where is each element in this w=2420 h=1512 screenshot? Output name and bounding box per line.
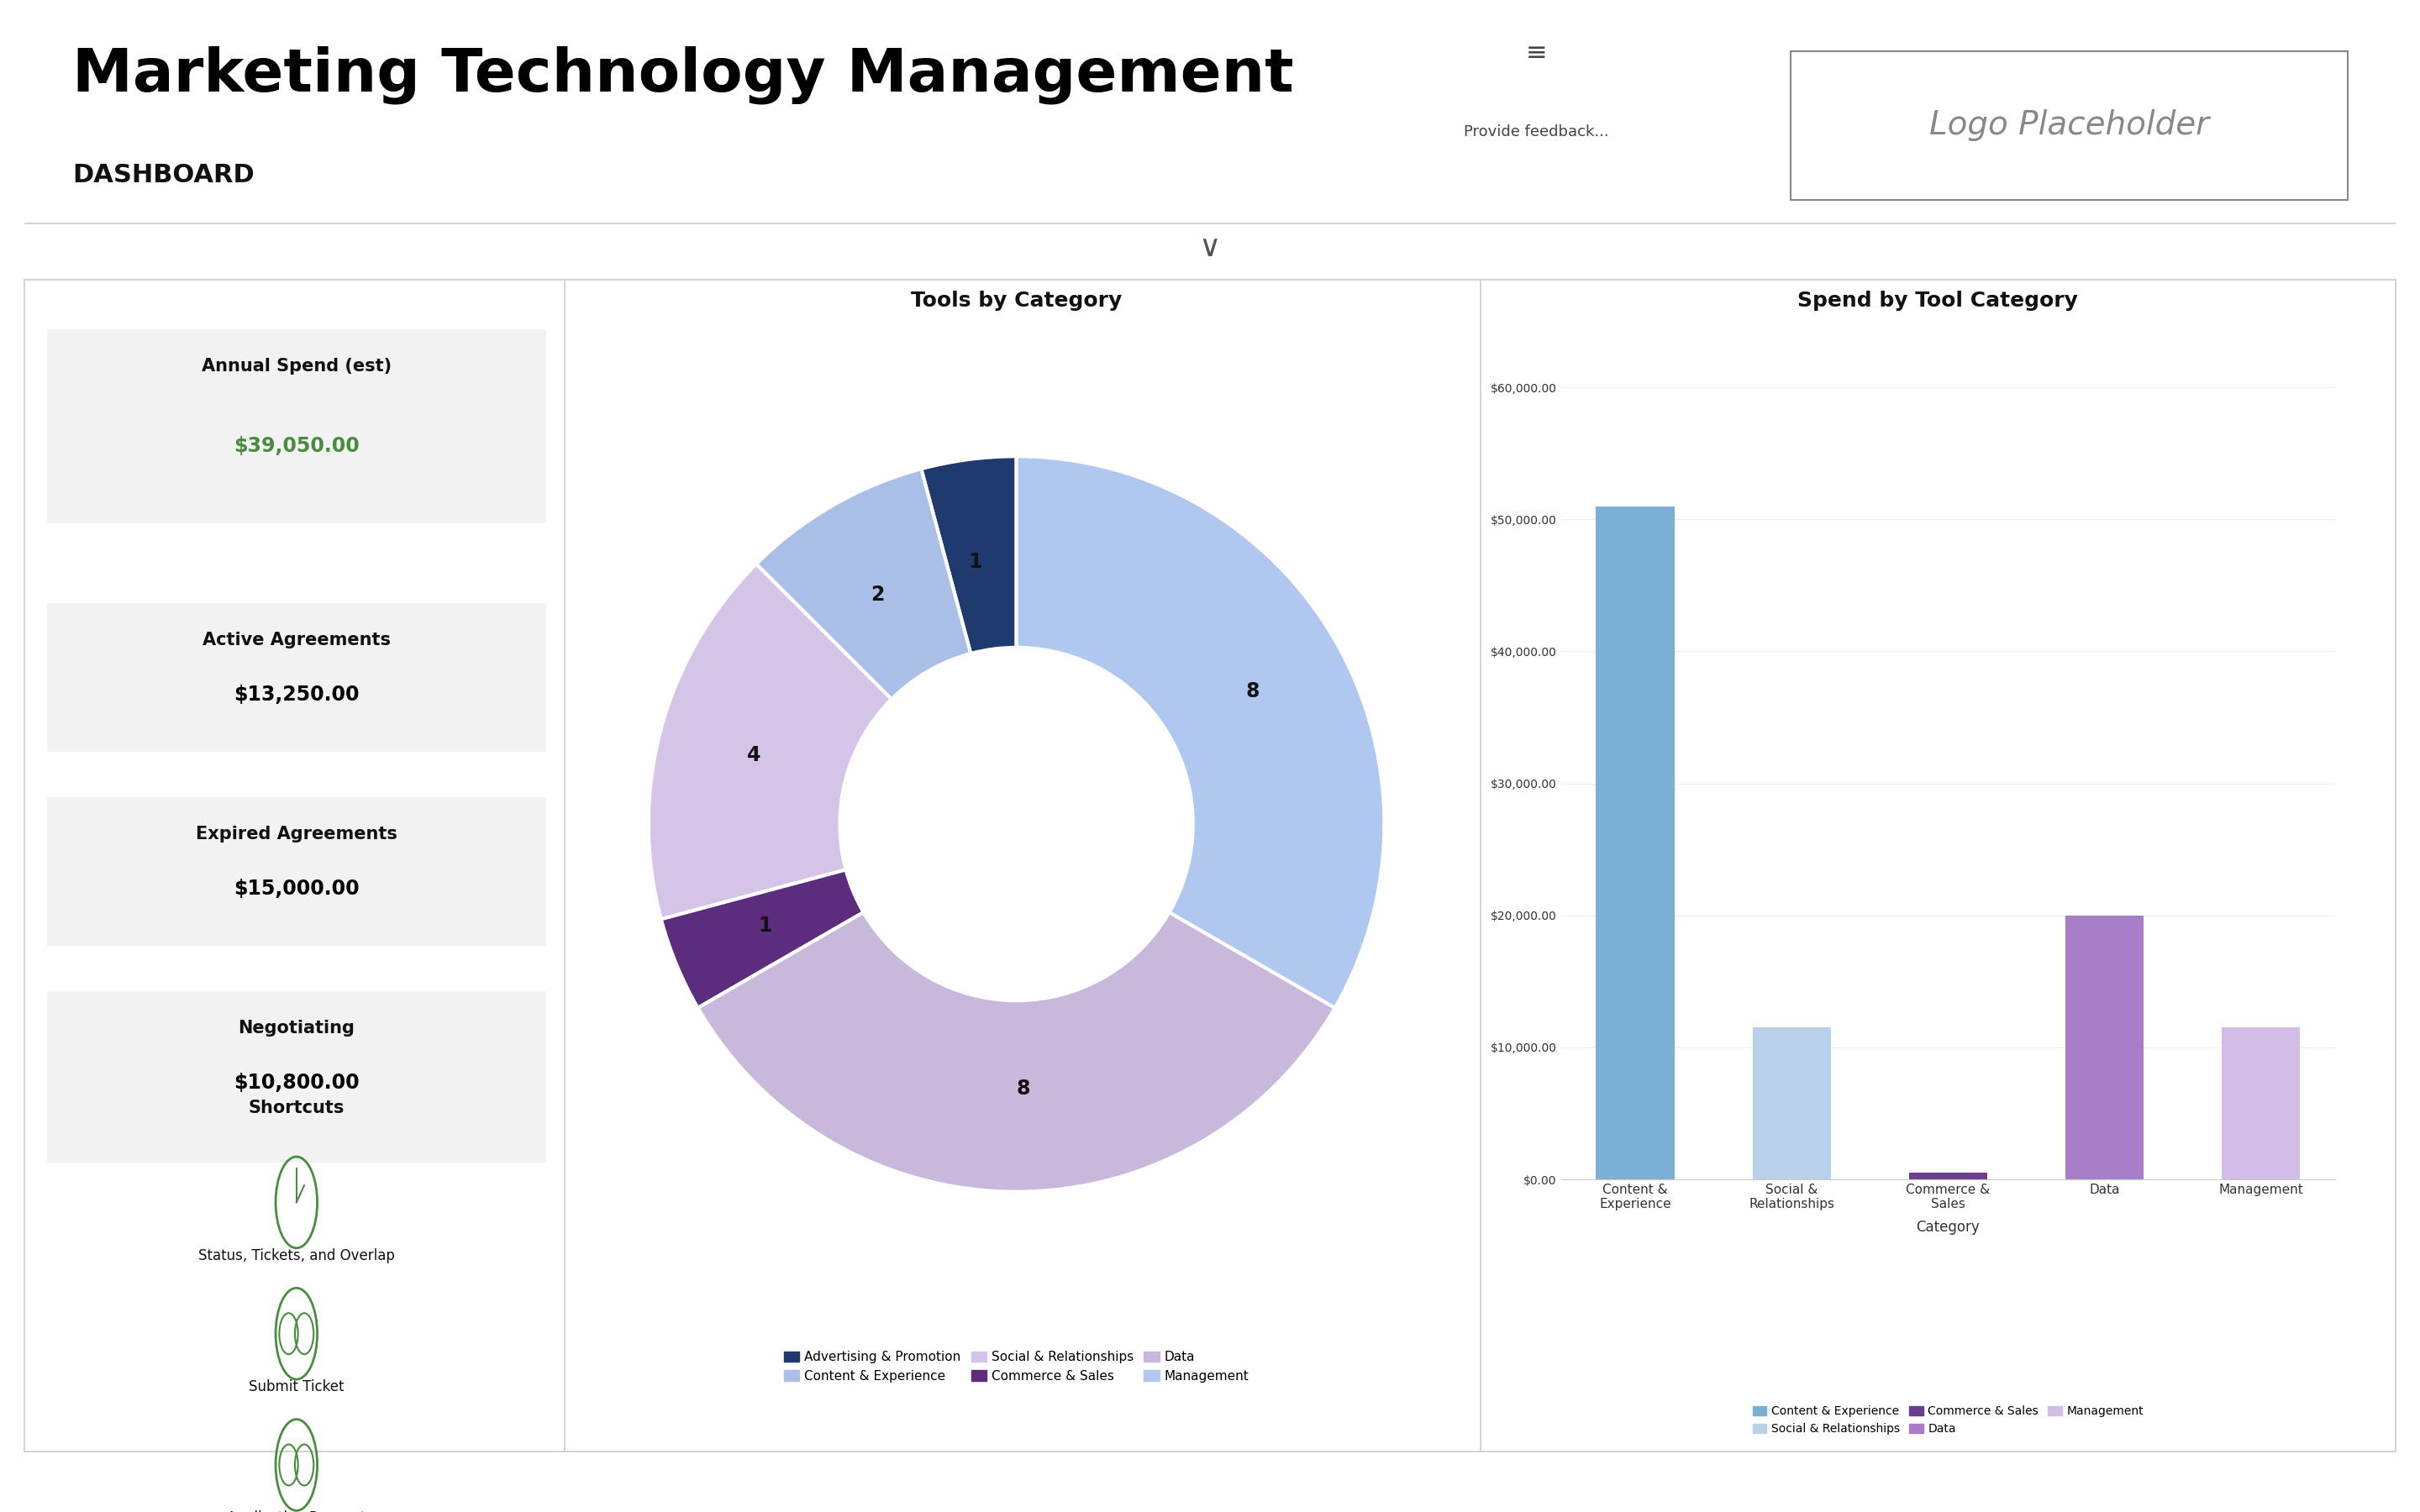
- Legend: Content & Experience, Social & Relationships, Commerce & Sales, Data, Management: Content & Experience, Social & Relations…: [1747, 1402, 2149, 1439]
- Wedge shape: [661, 869, 864, 1009]
- Text: 8: 8: [1016, 1078, 1031, 1099]
- Text: Status, Tickets, and Overlap: Status, Tickets, and Overlap: [198, 1247, 394, 1263]
- FancyBboxPatch shape: [46, 330, 547, 523]
- FancyBboxPatch shape: [46, 797, 547, 945]
- Text: Provide feedback...: Provide feedback...: [1464, 125, 1609, 141]
- Text: $15,000.00: $15,000.00: [235, 878, 358, 900]
- X-axis label: Category: Category: [1917, 1220, 1980, 1235]
- Text: 2: 2: [871, 585, 883, 605]
- Text: $13,250.00: $13,250.00: [235, 685, 358, 705]
- Text: 4: 4: [748, 745, 760, 765]
- Text: Submit Ticket: Submit Ticket: [249, 1379, 344, 1394]
- Text: Annual Spend (est): Annual Spend (est): [201, 358, 392, 375]
- Text: ≡: ≡: [1527, 41, 1546, 65]
- Bar: [1597, 507, 1675, 1179]
- Text: 1: 1: [757, 915, 772, 936]
- Wedge shape: [922, 457, 1016, 653]
- Text: DASHBOARD: DASHBOARD: [73, 163, 254, 187]
- Text: $39,050.00: $39,050.00: [235, 435, 358, 457]
- Text: ∨: ∨: [1198, 234, 1222, 263]
- Bar: [1752, 1028, 1832, 1179]
- Text: 1: 1: [968, 552, 983, 572]
- Text: Active Agreements: Active Agreements: [203, 632, 390, 649]
- Bar: [2064, 915, 2144, 1179]
- Text: Marketing Technology Management: Marketing Technology Management: [73, 45, 1295, 104]
- Text: 8: 8: [1246, 682, 1261, 702]
- Wedge shape: [1016, 457, 1384, 1009]
- Text: $10,800.00: $10,800.00: [235, 1074, 358, 1093]
- Legend: Advertising & Promotion, Content & Experience, Social & Relationships, Commerce : Advertising & Promotion, Content & Exper…: [779, 1346, 1254, 1388]
- Text: Spend by Tool Category: Spend by Tool Category: [1798, 290, 2076, 311]
- FancyBboxPatch shape: [46, 1083, 547, 1163]
- Wedge shape: [697, 912, 1336, 1191]
- Text: Expired Agreements: Expired Agreements: [196, 826, 397, 842]
- Text: Logo Placeholder: Logo Placeholder: [1929, 109, 2209, 142]
- Bar: [1909, 1173, 1987, 1179]
- Wedge shape: [757, 469, 970, 699]
- FancyBboxPatch shape: [46, 992, 547, 1140]
- Bar: [2222, 1028, 2299, 1179]
- Text: Tools by Category: Tools by Category: [910, 290, 1123, 311]
- Text: Shortcuts: Shortcuts: [249, 1099, 344, 1116]
- Text: Negotiating: Negotiating: [237, 1019, 356, 1037]
- FancyBboxPatch shape: [46, 603, 547, 751]
- Wedge shape: [649, 564, 891, 919]
